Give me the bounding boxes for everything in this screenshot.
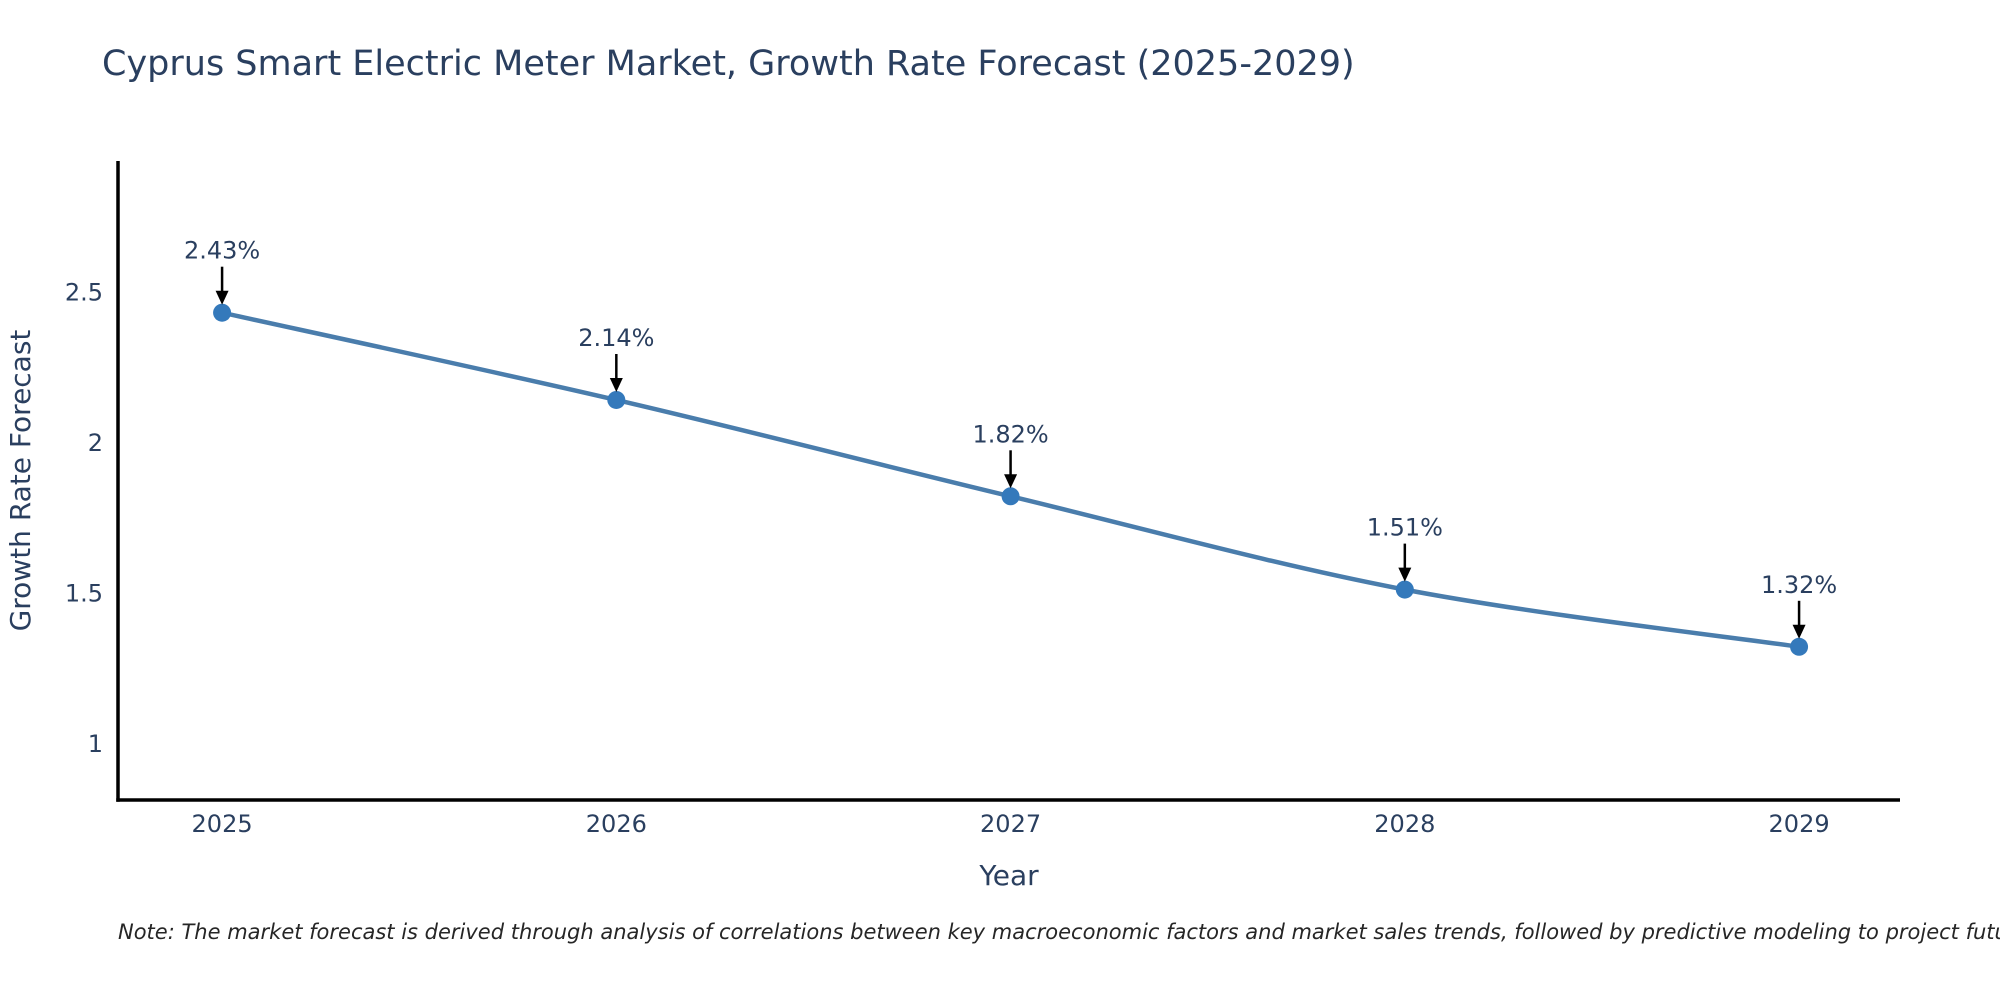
x-tick-label: 2025 — [192, 810, 253, 838]
annotation-arrowhead — [1792, 624, 1806, 639]
y-axis-title: Growth Rate Forecast — [4, 330, 37, 632]
y-tick-label: 2 — [88, 429, 103, 457]
data-point-label: 2.14% — [578, 324, 654, 352]
x-tick-label: 2028 — [1374, 810, 1435, 838]
annotation-arrowhead — [215, 290, 229, 305]
annotation-arrowhead — [1398, 567, 1412, 582]
x-tick-label: 2029 — [1769, 810, 1830, 838]
data-point — [1790, 637, 1809, 656]
data-point-label: 1.82% — [972, 420, 1048, 448]
data-point — [607, 390, 626, 409]
footnote: Note: The market forecast is derived thr… — [118, 920, 2000, 944]
x-tick-label: 2026 — [586, 810, 647, 838]
annotation-arrowhead — [609, 377, 623, 392]
page-title: Cyprus Smart Electric Meter Market, Grow… — [102, 44, 1355, 84]
annotation-arrowhead — [1004, 474, 1018, 489]
data-point — [1395, 580, 1414, 599]
y-tick-label: 2.5 — [65, 279, 103, 307]
x-tick-label: 2027 — [980, 810, 1041, 838]
x-axis-title: Year — [978, 859, 1039, 892]
data-point — [213, 303, 232, 322]
y-tick-label: 1 — [88, 730, 103, 758]
y-tick-label: 1.5 — [65, 580, 103, 608]
data-point-label: 2.43% — [184, 237, 260, 265]
data-point-label: 1.51% — [1367, 514, 1443, 542]
data-point — [1001, 487, 1020, 506]
data-point-label: 1.32% — [1761, 571, 1837, 599]
